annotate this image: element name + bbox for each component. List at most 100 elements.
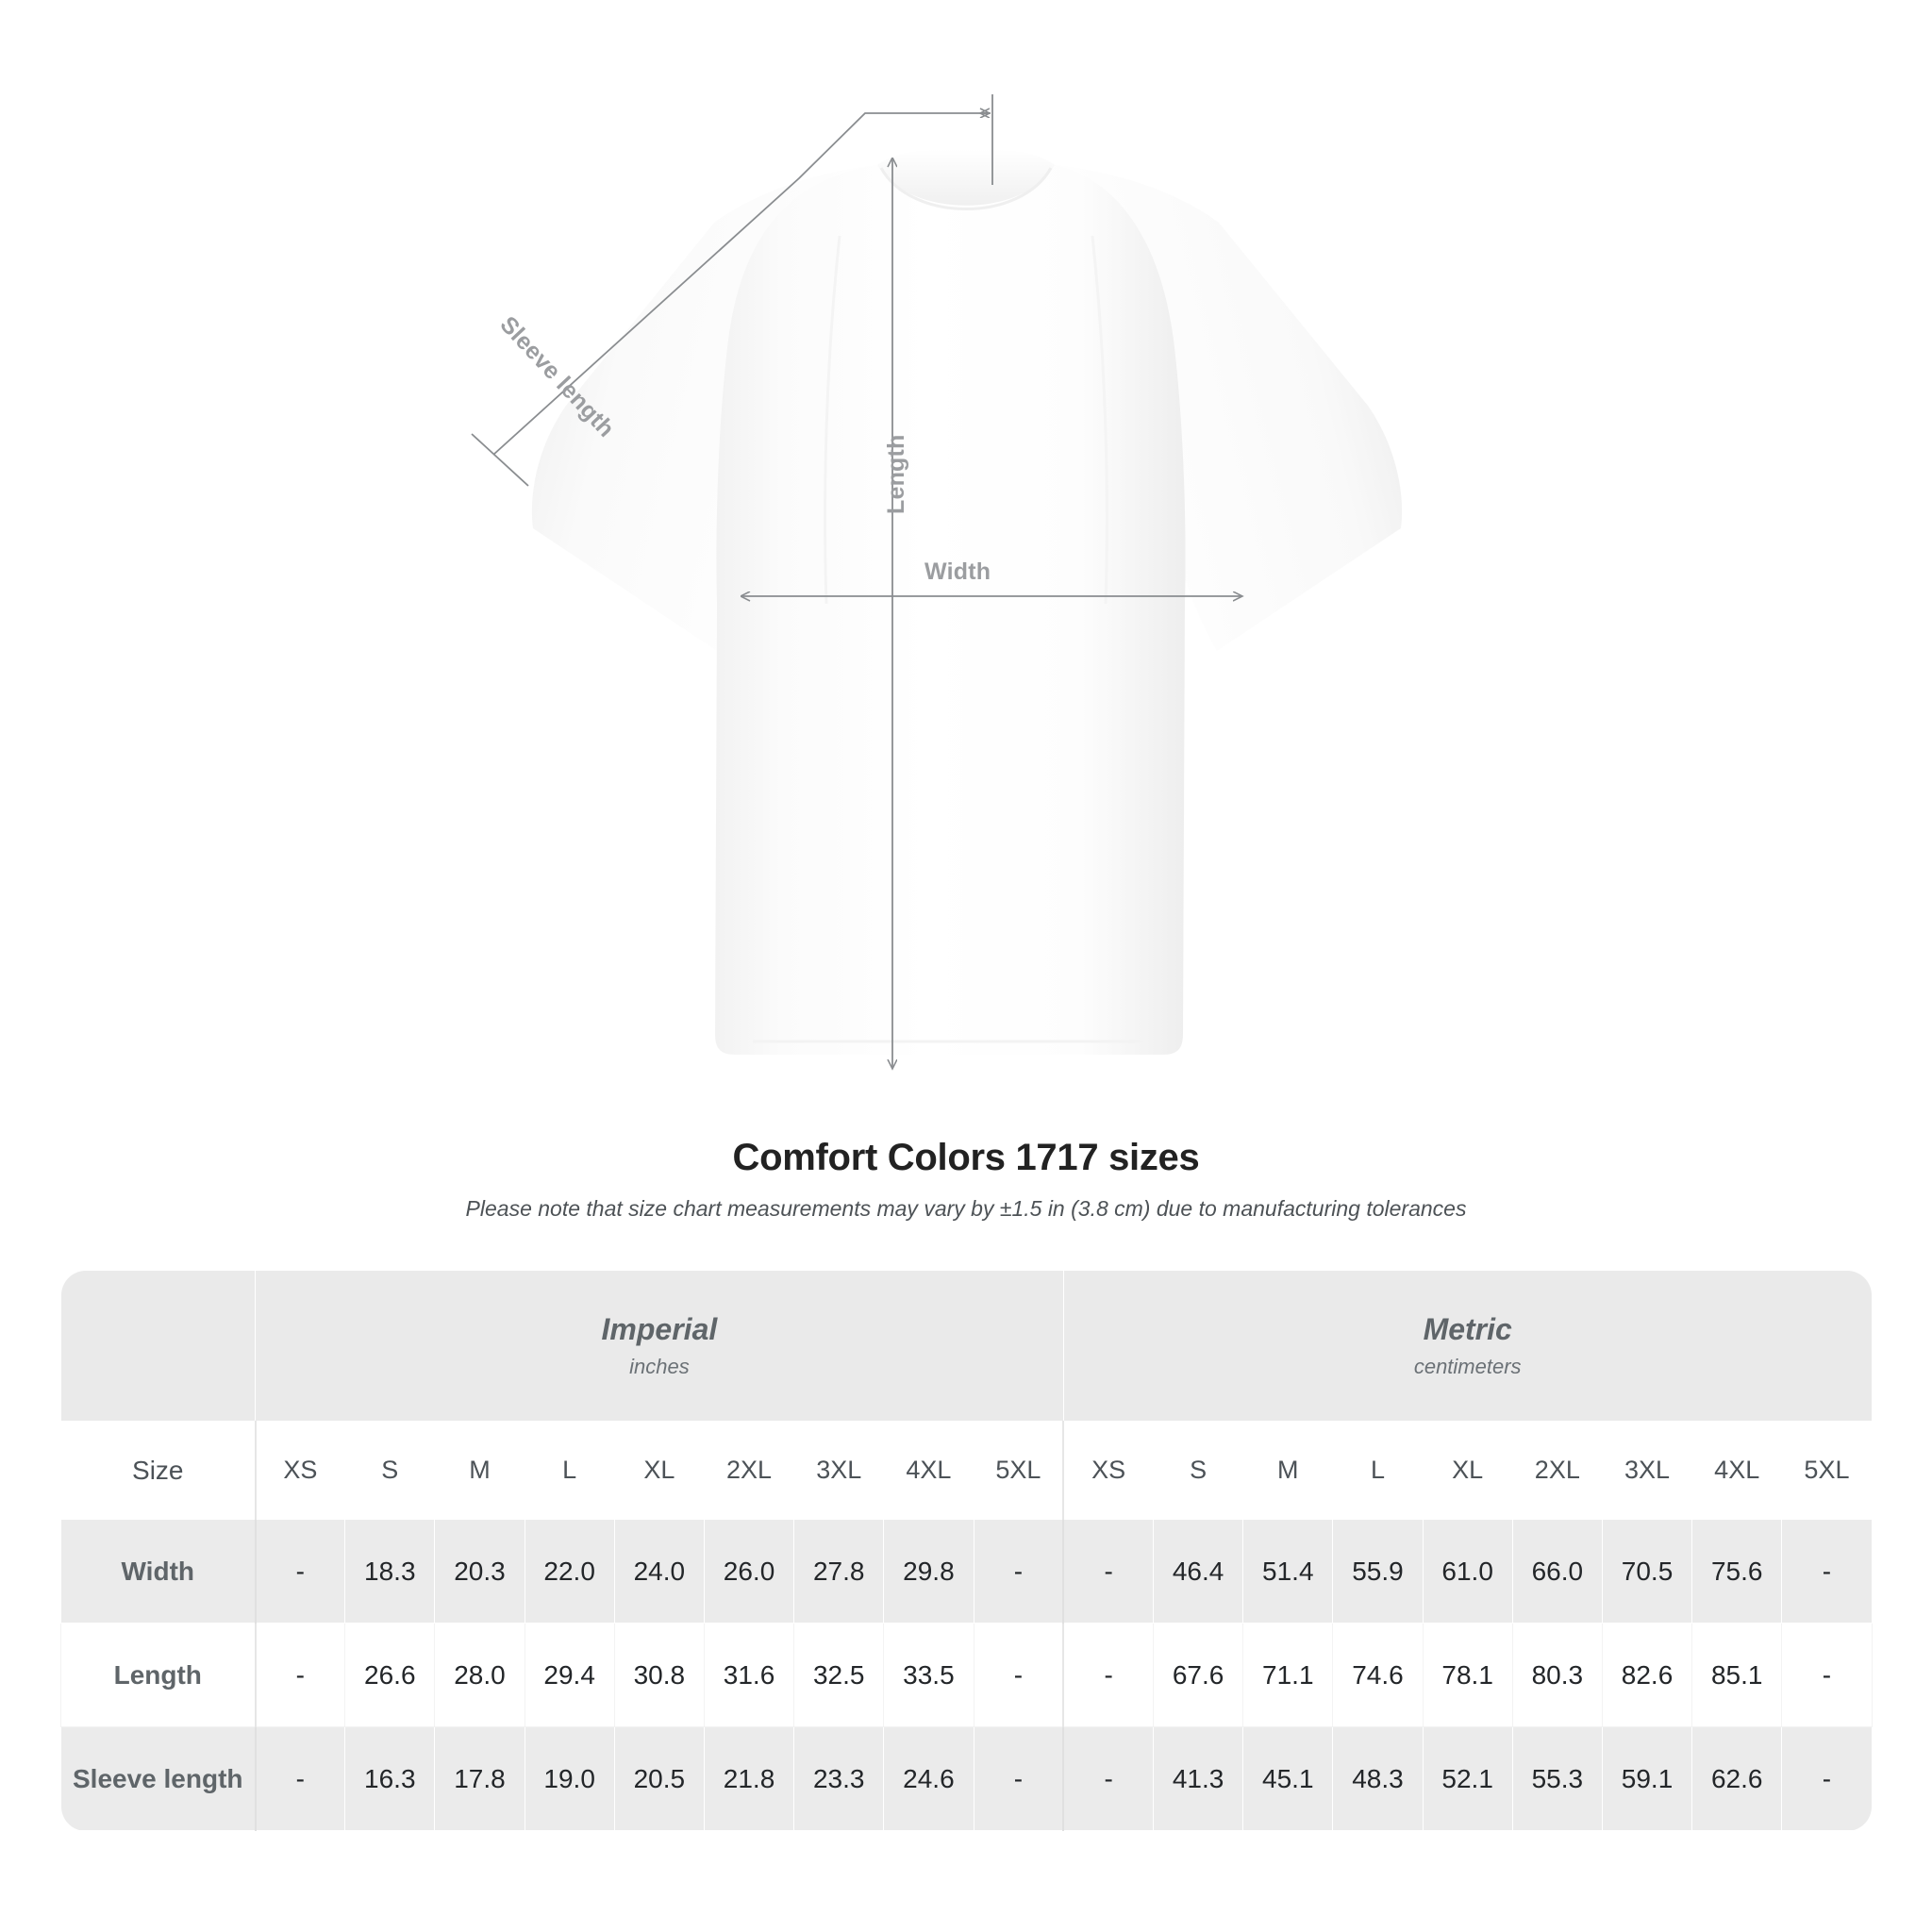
cell-length-met-s: 67.6 (1152, 1623, 1244, 1727)
row-label-length: Length (60, 1623, 256, 1727)
cell-length-met-2xl: 80.3 (1511, 1623, 1603, 1727)
cell-width-met-4xl: 75.6 (1691, 1519, 1783, 1624)
cell-length-met-5xl: - (1781, 1623, 1873, 1727)
chart-heading: Comfort Colors 1717 sizes Please note th… (0, 1137, 1932, 1222)
header-cell-met-5xl: 5XL (1781, 1421, 1873, 1520)
row-label-width: Width (60, 1519, 256, 1624)
cell-width-imp-s: 18.3 (344, 1519, 436, 1624)
cell-sleeve-met-m: 45.1 (1242, 1726, 1334, 1831)
header-cell-met-s: S (1152, 1421, 1244, 1520)
cell-width-met-xs: - (1062, 1519, 1154, 1624)
sleeve-end-tick (471, 433, 529, 487)
cell-width-met-m: 51.4 (1242, 1519, 1334, 1624)
header-cell-met-m: M (1242, 1421, 1334, 1520)
cell-sleeve-met-4xl: 62.6 (1691, 1726, 1783, 1831)
cell-width-imp-4xl: 29.8 (883, 1519, 974, 1624)
header-cell-imp-s: S (344, 1421, 436, 1520)
cell-sleeve-met-xl: 52.1 (1422, 1726, 1513, 1831)
unit-row-spacer (60, 1270, 256, 1422)
cell-sleeve-imp-2xl: 21.8 (703, 1726, 795, 1831)
cell-sleeve-imp-xs: - (254, 1726, 346, 1831)
header-cell-met-xl: XL (1422, 1421, 1513, 1520)
header-cell-imp-5xl: 5XL (973, 1421, 1064, 1520)
header-cell-met-3xl: 3XL (1601, 1421, 1693, 1520)
page-title: Comfort Colors 1717 sizes (732, 1137, 1200, 1178)
tshirt-body (715, 165, 1186, 1055)
cell-width-met-5xl: - (1781, 1519, 1873, 1624)
cell-width-imp-xl: 24.0 (613, 1519, 705, 1624)
cell-length-imp-2xl: 31.6 (703, 1623, 795, 1727)
row-label-sleeve-length: Sleeve length (60, 1726, 256, 1831)
header-cell-imp-xl: XL (613, 1421, 705, 1520)
cell-length-imp-m: 28.0 (434, 1623, 525, 1727)
cell-width-met-l: 55.9 (1332, 1519, 1424, 1624)
unit-group-metric: Metric centimeters (1062, 1270, 1873, 1422)
cell-width-met-2xl: 66.0 (1511, 1519, 1603, 1624)
header-cell-met-l: L (1332, 1421, 1424, 1520)
cell-width-imp-2xl: 26.0 (703, 1519, 795, 1624)
unit-header-row: Imperial inches Metric centimeters (60, 1270, 1873, 1422)
cell-sleeve-imp-s: 16.3 (344, 1726, 436, 1831)
collar (877, 149, 1055, 206)
cell-sleeve-imp-5xl: - (973, 1726, 1064, 1831)
header-cell-imp-4xl: 4XL (883, 1421, 974, 1520)
cell-length-imp-3xl: 32.5 (793, 1623, 885, 1727)
cell-length-met-xl: 78.1 (1422, 1623, 1513, 1727)
header-cell-met-2xl: 2XL (1511, 1421, 1603, 1520)
header-cell-met-4xl: 4XL (1691, 1421, 1783, 1520)
cell-length-met-xs: - (1062, 1623, 1154, 1727)
unit-name-metric: Metric (1423, 1312, 1512, 1347)
size-header-row: Size XS S M L XL 2XL 3XL 4XL 5XL XS S M … (60, 1421, 1873, 1520)
header-cell-imp-xs: XS (254, 1421, 346, 1520)
cell-sleeve-met-5xl: - (1781, 1726, 1873, 1831)
cell-sleeve-imp-4xl: 24.6 (883, 1726, 974, 1831)
cell-length-imp-xl: 30.8 (613, 1623, 705, 1727)
size-table: Imperial inches Metric centimeters Size … (60, 1270, 1873, 1831)
width-label: Width (924, 558, 991, 585)
table-row-length: Length - 26.6 28.0 29.4 30.8 31.6 32.5 3… (60, 1623, 1873, 1727)
cell-length-imp-l: 29.4 (524, 1623, 615, 1727)
header-cell-imp-3xl: 3XL (793, 1421, 885, 1520)
cell-width-imp-m: 20.3 (434, 1519, 525, 1624)
cell-width-met-xl: 61.0 (1422, 1519, 1513, 1624)
table-row-width: Width - 18.3 20.3 22.0 24.0 26.0 27.8 29… (60, 1519, 1873, 1624)
header-cell-imp-l: L (524, 1421, 615, 1520)
unit-sub-metric: centimeters (1413, 1354, 1522, 1378)
tshirt-shape (531, 149, 1403, 1055)
measurement-lines (471, 94, 1241, 1068)
cell-width-imp-l: 22.0 (524, 1519, 615, 1624)
cell-sleeve-met-2xl: 55.3 (1511, 1726, 1603, 1831)
size-table-container: Imperial inches Metric centimeters Size … (60, 1270, 1873, 1831)
header-cell-imp-2xl: 2XL (703, 1421, 795, 1520)
cell-length-imp-5xl: - (973, 1623, 1064, 1727)
tshirt-illustration (471, 94, 1403, 1113)
unit-name-imperial: Imperial (601, 1312, 718, 1347)
cell-sleeve-met-3xl: 59.1 (1601, 1726, 1693, 1831)
cell-length-met-m: 71.1 (1242, 1623, 1334, 1727)
unit-group-imperial: Imperial inches (255, 1270, 1064, 1422)
tshirt-diagram: Sleeve length Length Width (471, 94, 1403, 1113)
cell-width-met-3xl: 70.5 (1601, 1519, 1693, 1624)
cell-width-met-s: 46.4 (1152, 1519, 1244, 1624)
cell-sleeve-imp-l: 19.0 (524, 1726, 615, 1831)
header-cell-met-xs: XS (1062, 1421, 1154, 1520)
header-cell-imp-m: M (434, 1421, 525, 1520)
cell-sleeve-imp-3xl: 23.3 (793, 1726, 885, 1831)
tolerance-note: Please note that size chart measurements… (465, 1196, 1467, 1221)
cell-width-imp-5xl: - (973, 1519, 1064, 1624)
cell-length-met-4xl: 85.1 (1691, 1623, 1783, 1727)
header-size-label: Size (60, 1421, 256, 1520)
cell-length-met-l: 74.6 (1332, 1623, 1424, 1727)
cell-width-imp-xs: - (254, 1519, 346, 1624)
cell-length-imp-s: 26.6 (344, 1623, 436, 1727)
unit-sub-imperial: inches (629, 1354, 690, 1378)
cell-sleeve-met-xs: - (1062, 1726, 1154, 1831)
length-label: Length (883, 434, 909, 514)
cell-sleeve-imp-xl: 20.5 (613, 1726, 705, 1831)
cell-width-imp-3xl: 27.8 (793, 1519, 885, 1624)
cell-length-imp-xs: - (254, 1623, 346, 1727)
table-row-sleeve-length: Sleeve length - 16.3 17.8 19.0 20.5 21.8… (60, 1726, 1873, 1831)
fold-line-left (824, 235, 841, 605)
cell-length-met-3xl: 82.6 (1601, 1623, 1693, 1727)
